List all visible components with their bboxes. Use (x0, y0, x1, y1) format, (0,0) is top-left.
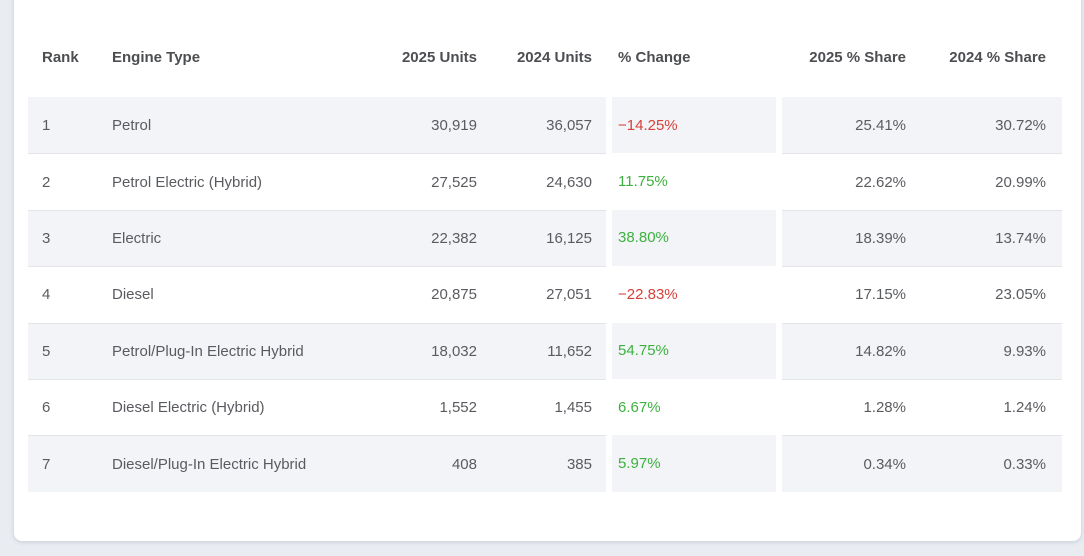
cell-2025-share: 25.41% (855, 116, 906, 134)
cell-percent-change: 38.80% (618, 229, 669, 247)
cell-2024-units: 27,051 (546, 286, 592, 304)
cell-engine-type: Diesel/Plug-In Electric Hybrid (112, 455, 307, 473)
header-group-share: 2025 % Share 2024 % Share (782, 0, 1062, 66)
row-group-units: 7 Diesel/Plug-In Electric Hybrid 408 385 (28, 435, 606, 492)
cell-2025-share: 1.28% (863, 399, 906, 417)
cell-rank: 2 (42, 173, 51, 191)
cell-rank: 4 (42, 286, 51, 304)
table-row: 6 Diesel Electric (Hybrid) 1,552 1,455 6… (28, 378, 1062, 435)
cell-2024-share: 1.24% (1003, 399, 1046, 417)
cell-rank: 5 (42, 342, 51, 360)
table-row: 7 Diesel/Plug-In Electric Hybrid 408 385… (28, 435, 1062, 492)
table-row: 5 Petrol/Plug-In Electric Hybrid 18,032 … (28, 322, 1062, 379)
cell-percent-change: −22.83% (618, 285, 678, 303)
row-group-share: 0.34% 0.33% (782, 435, 1062, 492)
row-group-units: 3 Electric 22,382 16,125 (28, 209, 606, 267)
row-group-units: 4 Diesel 20,875 27,051 (28, 266, 606, 322)
column-header-rank: Rank (42, 49, 79, 66)
cell-2024-share: 0.33% (1003, 455, 1046, 473)
row-group-change: 6.67% (612, 379, 776, 435)
cell-2025-units: 20,875 (431, 286, 477, 304)
row-group-change: 38.80% (612, 209, 776, 267)
column-header-2025-share: 2025 % Share (809, 49, 906, 66)
cell-2025-units: 1,552 (439, 399, 477, 417)
cell-engine-type: Petrol Electric (Hybrid) (112, 173, 263, 191)
cell-percent-change: 11.75% (618, 173, 668, 191)
cell-rank: 3 (42, 229, 51, 247)
cell-rank: 1 (42, 116, 51, 134)
cell-percent-change: 54.75% (618, 342, 669, 360)
row-group-units: 5 Petrol/Plug-In Electric Hybrid 18,032 … (28, 322, 606, 379)
cell-2024-share: 13.74% (995, 229, 1046, 247)
cell-2024-units: 16,125 (546, 229, 592, 247)
cell-2024-units: 11,652 (547, 342, 592, 360)
row-group-units: 6 Diesel Electric (Hybrid) 1,552 1,455 (28, 378, 606, 435)
row-group-share: 17.15% 23.05% (782, 266, 1062, 322)
cell-2025-units: 27,525 (431, 173, 477, 191)
cell-2024-units: 385 (566, 455, 592, 473)
cell-2025-units: 408 (451, 455, 477, 473)
row-group-units: 2 Petrol Electric (Hybrid) 27,525 24,630 (28, 153, 606, 209)
header-group-units: Rank Engine Type 2025 Units 2024 Units (28, 0, 606, 66)
table-card: Rank Engine Type 2025 Units 2024 Units %… (14, 0, 1081, 541)
table-row: 3 Electric 22,382 16,125 38.80% 18.39% 1… (28, 209, 1062, 267)
cell-engine-type: Diesel Electric (Hybrid) (112, 399, 265, 417)
row-group-units: 1 Petrol 30,919 36,057 (28, 97, 606, 154)
row-group-change: 5.97% (612, 435, 776, 492)
row-group-share: 22.62% 20.99% (782, 153, 1062, 209)
cell-engine-type: Diesel (112, 286, 154, 304)
cell-2025-share: 0.34% (863, 455, 906, 473)
table-row: 4 Diesel 20,875 27,051 −22.83% 17.15% 23… (28, 266, 1062, 322)
cell-2025-units: 22,382 (431, 229, 477, 247)
row-group-share: 25.41% 30.72% (782, 97, 1062, 154)
row-group-share: 14.82% 9.93% (782, 322, 1062, 379)
row-group-share: 18.39% 13.74% (782, 209, 1062, 267)
table-row: 1 Petrol 30,919 36,057 −14.25% 25.41% 30… (28, 97, 1062, 154)
table-header-row: Rank Engine Type 2025 Units 2024 Units %… (28, 0, 1062, 97)
cell-2024-share: 9.93% (1003, 342, 1046, 360)
cell-2025-units: 18,032 (431, 342, 477, 360)
cell-2024-share: 30.72% (995, 116, 1046, 134)
cell-rank: 7 (42, 455, 51, 473)
row-group-change: −14.25% (612, 97, 776, 154)
row-group-change: 54.75% (612, 322, 776, 379)
cell-2025-share: 14.82% (855, 342, 906, 360)
cell-percent-change: 5.97% (618, 455, 661, 473)
column-header-2025-units: 2025 Units (401, 49, 477, 66)
row-group-change: 11.75% (612, 153, 776, 209)
column-header-2024-units: 2024 Units (516, 49, 592, 66)
cell-2025-share: 17.15% (855, 286, 906, 304)
cell-2024-units: 24,630 (546, 173, 592, 191)
table-row: 2 Petrol Electric (Hybrid) 27,525 24,630… (28, 153, 1062, 209)
cell-2024-share: 20.99% (995, 173, 1046, 191)
column-header-percent-change: % Change (618, 49, 691, 66)
cell-engine-type: Petrol/Plug-In Electric Hybrid (112, 342, 304, 360)
cell-percent-change: −14.25% (618, 116, 678, 134)
cell-2024-share: 23.05% (995, 286, 1046, 304)
cell-2024-units: 36,057 (546, 116, 592, 134)
cell-engine-type: Electric (112, 229, 162, 247)
cell-2025-share: 22.62% (855, 173, 906, 191)
row-group-share: 1.28% 1.24% (782, 378, 1062, 435)
column-header-engine-type: Engine Type (112, 49, 201, 66)
column-header-2024-share: 2024 % Share (949, 49, 1046, 66)
cell-rank: 6 (42, 399, 51, 417)
row-group-change: −22.83% (612, 266, 776, 322)
cell-2025-share: 18.39% (855, 229, 906, 247)
cell-2025-units: 30,919 (431, 116, 477, 134)
cell-percent-change: 6.67% (618, 398, 661, 416)
cell-engine-type: Petrol (112, 116, 152, 134)
cell-2024-units: 1,455 (554, 399, 592, 417)
header-group-change: % Change (612, 0, 776, 66)
